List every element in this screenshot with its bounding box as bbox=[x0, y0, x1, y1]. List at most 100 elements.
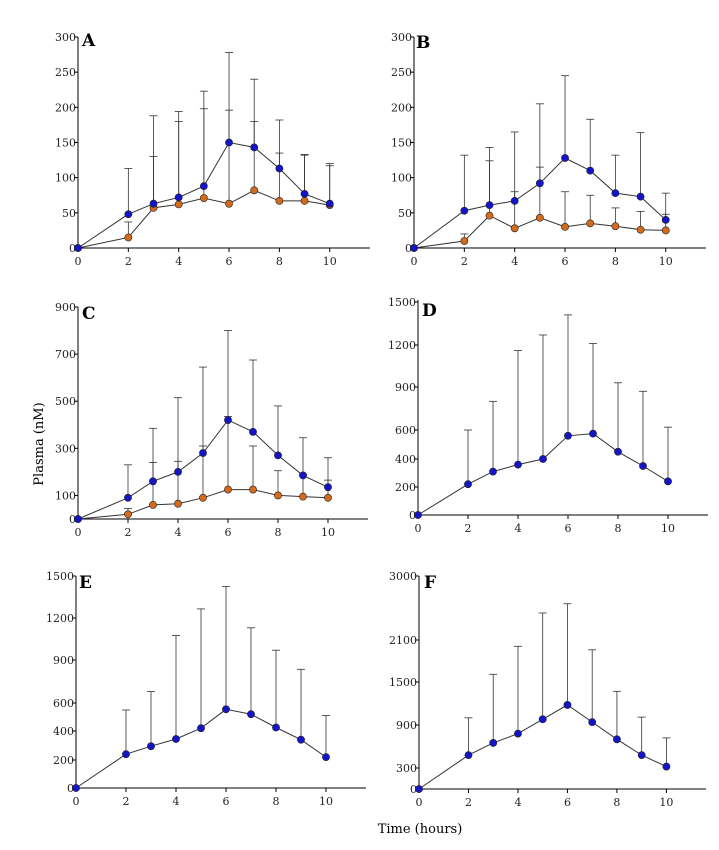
data-point-blue bbox=[535, 179, 544, 188]
series-line-blue bbox=[413, 157, 667, 249]
x-tick-label: 6 bbox=[565, 522, 572, 535]
data-point-blue bbox=[325, 199, 334, 208]
x-tick-label: 6 bbox=[226, 255, 233, 268]
y-tick-label: 100 bbox=[55, 489, 76, 502]
data-point-orange bbox=[510, 224, 519, 233]
y-tick-label: 250 bbox=[55, 66, 76, 79]
data-point-blue bbox=[174, 467, 182, 476]
data-point-orange bbox=[274, 491, 282, 500]
data-point-blue bbox=[489, 467, 497, 476]
y-tick-label: 150 bbox=[391, 137, 412, 150]
panel-letter: E bbox=[79, 573, 92, 593]
series-line-orange bbox=[413, 214, 666, 249]
x-tick-label: 10 bbox=[659, 255, 673, 268]
data-point-blue bbox=[662, 762, 671, 771]
y-tick-label: 200 bbox=[55, 101, 76, 114]
x-tick-label: 2 bbox=[461, 255, 468, 268]
panel-f: 0 300 900 1500 2100 3000 0 2 4 6 8 10 F bbox=[389, 570, 706, 809]
data-point-blue bbox=[74, 244, 82, 252]
data-point-orange bbox=[324, 493, 332, 502]
data-point-blue bbox=[415, 785, 423, 793]
panel-d: 0 200 400 600 900 1200 1500 0 2 4 6 8 10 D bbox=[388, 296, 708, 535]
data-point-orange bbox=[561, 222, 569, 231]
y-tick-label: 700 bbox=[55, 348, 76, 361]
series-line-blue bbox=[418, 704, 667, 790]
data-point-blue bbox=[561, 154, 569, 162]
y-tick-label: 300 bbox=[55, 442, 76, 455]
y-tick-label: 1500 bbox=[46, 570, 74, 583]
x-tick-label: 8 bbox=[276, 255, 283, 268]
data-point-blue bbox=[124, 210, 133, 219]
data-point-blue bbox=[637, 751, 646, 759]
data-point-blue bbox=[485, 201, 494, 209]
data-point-blue bbox=[589, 429, 597, 438]
y-tick-label: 1500 bbox=[388, 296, 416, 309]
data-point-blue bbox=[224, 416, 232, 424]
series-line-blue bbox=[75, 708, 327, 789]
y-tick-label: 600 bbox=[53, 697, 74, 710]
data-point-blue bbox=[664, 477, 672, 486]
data-point-blue bbox=[275, 164, 284, 173]
x-tick-label: 10 bbox=[659, 796, 673, 809]
x-tick-label: 4 bbox=[175, 255, 182, 268]
y-tick-label: 300 bbox=[396, 762, 417, 775]
data-point-orange bbox=[299, 492, 307, 501]
x-tick-label: 4 bbox=[173, 795, 180, 808]
x-tick-label: 4 bbox=[175, 526, 182, 539]
data-point-blue bbox=[122, 750, 130, 759]
panel-c: 0 100 300 500 700 900 0 2 4 6 8 10 C bbox=[55, 301, 368, 539]
y-tick-label: 0 bbox=[67, 782, 74, 795]
data-point-orange bbox=[300, 196, 309, 205]
data-point-orange bbox=[225, 199, 233, 208]
data-point-blue bbox=[414, 511, 422, 519]
data-point-blue bbox=[614, 447, 622, 456]
x-tick-label: 8 bbox=[275, 526, 282, 539]
data-point-orange bbox=[661, 226, 670, 235]
y-tick-label: 100 bbox=[391, 172, 412, 185]
y-tick-label: 900 bbox=[396, 719, 417, 732]
series-line-blue bbox=[77, 141, 330, 249]
data-point-blue bbox=[250, 143, 259, 152]
x-tick-label: 6 bbox=[225, 526, 232, 539]
panel-a: 0 50 100 150 200 250 300 0 2 4 6 8 10 A bbox=[55, 31, 370, 268]
y-tick-label: 1500 bbox=[389, 676, 417, 689]
data-point-blue bbox=[197, 724, 205, 733]
data-point-blue bbox=[199, 182, 208, 191]
x-tick-label: 10 bbox=[321, 526, 335, 539]
data-point-blue bbox=[147, 742, 155, 751]
x-tick-label: 2 bbox=[125, 255, 132, 268]
data-point-orange bbox=[124, 233, 133, 242]
data-point-orange bbox=[460, 237, 469, 245]
data-point-blue bbox=[460, 206, 469, 215]
panel-e: 0 200 400 600 900 1200 1500 0 2 4 6 8 10 E bbox=[46, 570, 366, 808]
x-tick-label: 0 bbox=[75, 526, 82, 539]
series-line-blue bbox=[77, 419, 329, 520]
data-point-blue bbox=[464, 480, 472, 489]
x-tick-label: 6 bbox=[562, 255, 569, 268]
x-tick-label: 0 bbox=[73, 795, 80, 808]
x-tick-label: 8 bbox=[612, 255, 619, 268]
data-point-blue bbox=[299, 471, 307, 480]
x-tick-label: 0 bbox=[415, 522, 422, 535]
y-tick-label: 3000 bbox=[389, 570, 417, 583]
y-tick-label: 200 bbox=[53, 754, 74, 767]
data-point-orange bbox=[224, 485, 232, 494]
data-point-orange bbox=[124, 510, 132, 519]
x-tick-label: 4 bbox=[515, 522, 522, 535]
panel-letter: A bbox=[81, 31, 96, 51]
data-point-blue bbox=[297, 735, 305, 744]
x-tick-label: 6 bbox=[223, 795, 230, 808]
x-tick-label: 8 bbox=[613, 796, 620, 809]
data-point-blue bbox=[249, 427, 257, 436]
x-tick-label: 4 bbox=[511, 255, 518, 268]
data-point-blue bbox=[324, 483, 332, 492]
x-tick-label: 2 bbox=[465, 796, 472, 809]
data-point-blue bbox=[464, 751, 473, 759]
x-tick-label: 6 bbox=[564, 796, 571, 809]
y-tick-label: 400 bbox=[395, 453, 416, 466]
data-point-orange bbox=[249, 485, 257, 494]
data-point-blue bbox=[199, 449, 207, 457]
y-tick-label: 0 bbox=[405, 242, 412, 255]
x-tick-label: 10 bbox=[319, 795, 333, 808]
